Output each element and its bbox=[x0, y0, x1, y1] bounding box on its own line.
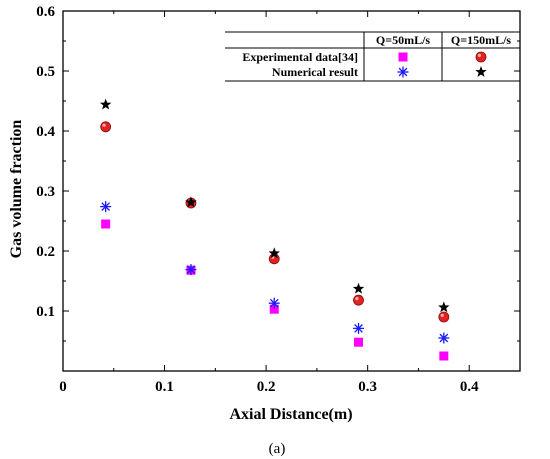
data-point-star bbox=[352, 282, 365, 294]
y-tick-label: 0.3 bbox=[36, 184, 55, 200]
legend-markers bbox=[397, 51, 487, 78]
data-point-asterisk bbox=[438, 332, 450, 344]
x-axis-title: Axial Distance(m) bbox=[229, 406, 352, 423]
data-point-circle bbox=[100, 121, 112, 133]
legend: Q=50mL/s Q=150mL/s Experimental data[34]… bbox=[225, 31, 520, 82]
figure-caption: (a) bbox=[269, 441, 286, 457]
data-point-square bbox=[101, 219, 111, 229]
data-point-asterisk bbox=[185, 264, 197, 276]
plot-frame bbox=[62, 10, 521, 372]
x-tick-label: 0 bbox=[59, 379, 67, 395]
legend-marker-asterisk bbox=[397, 66, 409, 78]
y-tick-label: 0.5 bbox=[36, 64, 55, 80]
x-tick-label: 0.1 bbox=[155, 379, 174, 395]
y-tick-label: 0.6 bbox=[36, 4, 55, 20]
y-tick-label: 0.1 bbox=[36, 304, 55, 320]
data-point-asterisk bbox=[353, 322, 365, 334]
legend-marker-star bbox=[475, 66, 487, 77]
legend-row-label-2: Numerical result bbox=[272, 65, 358, 79]
data-point-asterisk bbox=[268, 297, 280, 309]
legend-marker-square bbox=[398, 52, 408, 62]
y-tick-label: 0.2 bbox=[36, 244, 55, 260]
data-point-square bbox=[354, 337, 364, 347]
data-point-square bbox=[269, 304, 279, 314]
x-tick-label: 0.3 bbox=[358, 379, 377, 395]
x-tick-label: 0.2 bbox=[257, 379, 276, 395]
y-axis-title: Gas volume fraction bbox=[8, 120, 25, 259]
x-tick-label: 0.4 bbox=[460, 379, 479, 395]
y-tick-label: 0.4 bbox=[36, 124, 55, 140]
data-point-star bbox=[438, 301, 450, 313]
data-point-star bbox=[99, 98, 112, 110]
data-point-circle bbox=[353, 294, 364, 306]
data-point-asterisk bbox=[100, 201, 112, 213]
legend-col-header-1: Q=50mL/s bbox=[376, 33, 431, 47]
data-point-star bbox=[268, 247, 280, 259]
legend-col-header-2: Q=150mL/s bbox=[451, 33, 512, 47]
data-point-circle bbox=[438, 311, 450, 323]
legend-marker-circle bbox=[475, 51, 487, 63]
data-point-star bbox=[185, 196, 197, 208]
ticks-layer: 0 0.1 0.2 0.3 0.4 0.1 0.2 0.3 0.4 0.5 0.6 bbox=[36, 4, 521, 395]
data-point-square bbox=[439, 351, 449, 361]
marks-layer bbox=[99, 98, 450, 361]
legend-row-label-1: Experimental data[34] bbox=[242, 50, 358, 64]
